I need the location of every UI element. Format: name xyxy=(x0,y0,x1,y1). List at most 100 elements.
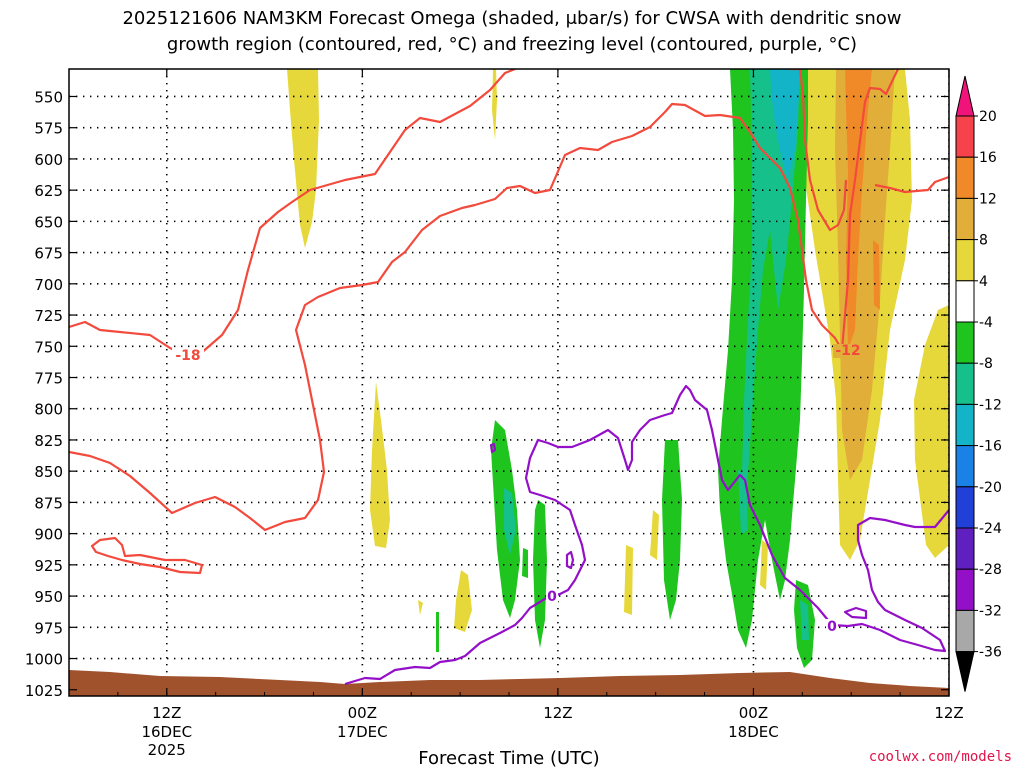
colorbar-segment xyxy=(955,239,975,282)
colorbar-label: 16 xyxy=(979,150,997,166)
x-tick-label-date: 16DEC xyxy=(141,723,192,741)
dgz-label-minus18: -18 xyxy=(175,348,200,364)
omega-orange-region2 xyxy=(873,240,880,310)
y-tick-label: 750 xyxy=(34,338,63,356)
colorbar: 20 16 12 8 4 -4 -8 -12 -16 -20 -24 -28 -32 -36 xyxy=(955,75,1002,692)
chart-title-line2: growth region (contoured, red, °C) and f… xyxy=(167,34,857,55)
colorbar-label: -36 xyxy=(979,645,1002,661)
freezing-level-main xyxy=(344,384,949,686)
y-tick-label: 650 xyxy=(34,213,63,231)
colorbar-label: -20 xyxy=(979,480,1002,496)
colorbar-segment xyxy=(955,403,975,447)
x-tick-label-time: 12Z xyxy=(152,704,181,722)
x-tick-label-date: 18DEC xyxy=(728,723,779,741)
y-tick-label: 875 xyxy=(34,494,63,512)
colorbar-segment xyxy=(955,321,975,364)
credit-text: coolwx.com/models xyxy=(869,749,1012,765)
y-tick-label: 975 xyxy=(34,619,63,637)
colorbar-label: -32 xyxy=(979,603,1002,619)
dgz-minus18-contour xyxy=(69,69,516,357)
omega-cyan-region-main xyxy=(770,69,800,180)
terrain-ground xyxy=(69,670,949,696)
colorbar-segment xyxy=(955,197,975,241)
plot-area: -18 -12 0 0 xyxy=(69,69,949,696)
colorbar-segment xyxy=(955,115,975,158)
y-tick-label: 825 xyxy=(34,432,63,450)
y-tick-label: 675 xyxy=(34,245,63,263)
y-tick-label: 850 xyxy=(34,463,63,481)
omega-positive-shading xyxy=(287,69,949,632)
y-tick-label: 900 xyxy=(34,526,63,544)
y-tick-label: 575 xyxy=(34,120,63,138)
x-tick-label-time: 00Z xyxy=(739,704,768,722)
y-tick-label: 600 xyxy=(34,151,63,169)
x-tick-label-time: 12Z xyxy=(543,704,572,722)
chart-title-line1: 2025121606 NAM3KM Forecast Omega (shaded… xyxy=(122,8,901,29)
dgz-labels: -18 -12 xyxy=(172,343,863,364)
omega-yellow-region-spike xyxy=(370,382,390,548)
omega-teal-region-low2 xyxy=(800,600,809,640)
dgz-contours xyxy=(69,69,949,575)
y-tick-label: 925 xyxy=(34,557,63,575)
freezing-labels: 0 0 xyxy=(546,589,838,635)
colorbar-label: -28 xyxy=(979,562,1002,578)
omega-green-region-mid2 xyxy=(533,500,547,648)
omega-green-region-small1 xyxy=(436,612,439,652)
omega-green-region-small3 xyxy=(522,548,528,578)
freezing-label-2: 0 xyxy=(827,619,837,635)
dgz-right-contour xyxy=(874,175,949,194)
freezing-level-loop3 xyxy=(489,442,497,454)
omega-yellow-region-right2 xyxy=(822,195,832,235)
y-tick-label: 950 xyxy=(34,588,63,606)
colorbar-segment xyxy=(955,280,975,323)
y-tick-label: 1025 xyxy=(25,682,63,700)
colorbar-top-triangle xyxy=(955,75,975,117)
x-tick-label-date: 17DEC xyxy=(337,723,388,741)
freezing-label-1: 0 xyxy=(547,589,557,605)
omega-yellow-region-small1 xyxy=(454,570,472,632)
x-axis-label: Forecast Time (UTC) xyxy=(418,748,599,768)
colorbar-label: -16 xyxy=(979,439,1002,455)
colorbar-segment xyxy=(955,609,975,653)
dgz-small-loop xyxy=(90,536,204,575)
omega-teal-region-mid xyxy=(504,488,516,555)
colorbar-label: 20 xyxy=(979,109,997,125)
dgz-label-minus12: -12 xyxy=(835,343,860,359)
colorbar-segment xyxy=(955,445,975,488)
colorbar-label: 12 xyxy=(979,191,997,207)
dgz-minus12-cap xyxy=(790,69,848,232)
omega-green-region-small2 xyxy=(771,495,776,540)
colorbar-segment xyxy=(955,362,975,405)
colorbar-segment xyxy=(955,156,975,199)
y-tick-label: 550 xyxy=(34,88,63,106)
colorbar-segment xyxy=(955,527,975,570)
omega-orange-region xyxy=(845,69,872,350)
omega-yellow-region-small6 xyxy=(760,540,768,590)
y-tick-label: 625 xyxy=(34,182,63,200)
colorbar-label: 8 xyxy=(979,233,988,249)
omega-yellow-region-small3 xyxy=(418,600,423,615)
omega-green-region-mid3 xyxy=(662,440,682,620)
freezing-level-loop1 xyxy=(843,606,868,620)
y-tick-label: 725 xyxy=(34,307,63,325)
dgz-minus12-contour xyxy=(69,69,899,532)
x-tick-label-time: 00Z xyxy=(348,704,377,722)
y-tick-label: 1000 xyxy=(25,651,63,669)
freezing-level-loop2 xyxy=(565,550,575,570)
freezing-level-contours xyxy=(344,384,949,686)
y-tick-label: 700 xyxy=(34,276,63,294)
x-tick-label-time: 12Z xyxy=(934,704,963,722)
colorbar-segment xyxy=(955,486,975,529)
colorbar-label: -4 xyxy=(979,315,993,331)
omega-yellow-region-small5 xyxy=(624,545,633,615)
x-tick-label-year: 2025 xyxy=(148,741,186,759)
omega-yellow-region-small4 xyxy=(650,510,659,560)
omega-yellow-region-right xyxy=(914,305,949,558)
y-tick-label: 800 xyxy=(34,401,63,419)
y-axis: 550 575 600 625 650 675 700 725 750 775 800 825 850 8… xyxy=(25,88,949,700)
y-tick-label: 775 xyxy=(34,370,63,388)
colorbar-label: -8 xyxy=(979,356,993,372)
colorbar-label: -24 xyxy=(979,521,1002,537)
